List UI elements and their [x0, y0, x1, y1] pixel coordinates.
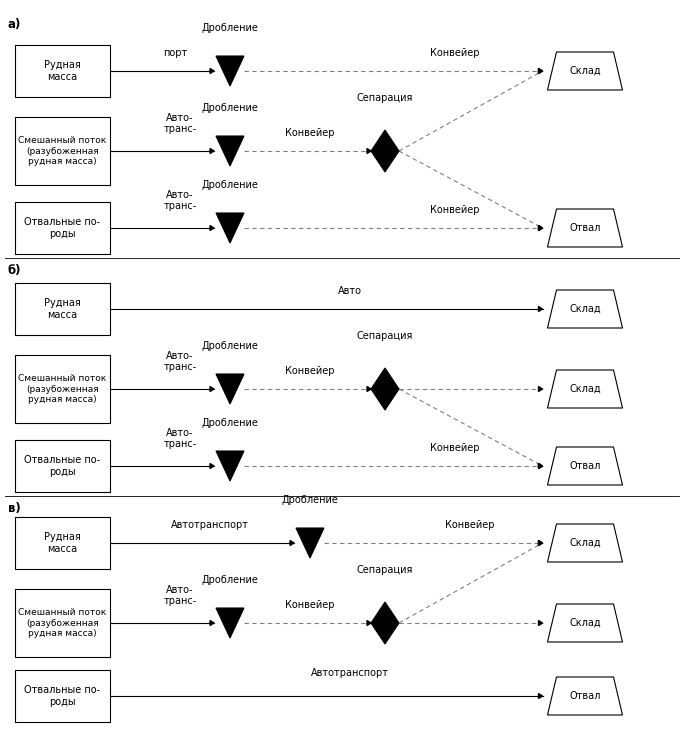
Text: Отвал: Отвал: [569, 691, 601, 701]
Text: Конвейер: Конвейер: [430, 443, 479, 453]
Text: Дробление: Дробление: [202, 103, 259, 113]
Polygon shape: [538, 68, 542, 74]
Text: Склад: Склад: [569, 66, 601, 76]
Polygon shape: [538, 540, 542, 545]
Text: Дробление: Дробление: [282, 495, 339, 505]
FancyBboxPatch shape: [15, 589, 110, 657]
Polygon shape: [547, 604, 622, 642]
FancyBboxPatch shape: [15, 670, 110, 722]
Text: Рудная
масса: Рудная масса: [44, 532, 81, 553]
Polygon shape: [210, 620, 214, 626]
Text: Сепарация: Сепарация: [357, 565, 413, 575]
FancyBboxPatch shape: [15, 440, 110, 492]
Text: Сепарация: Сепарация: [357, 93, 413, 103]
Text: Автотранспорт: Автотранспорт: [311, 668, 389, 678]
Polygon shape: [216, 608, 244, 638]
Text: Склад: Склад: [569, 618, 601, 628]
FancyBboxPatch shape: [15, 202, 110, 254]
Polygon shape: [538, 68, 542, 74]
Polygon shape: [538, 225, 542, 230]
Polygon shape: [367, 620, 371, 626]
Polygon shape: [538, 540, 542, 545]
Polygon shape: [216, 374, 244, 404]
Polygon shape: [538, 225, 542, 230]
Polygon shape: [538, 306, 542, 311]
Polygon shape: [538, 386, 542, 392]
Text: Дробление: Дробление: [202, 341, 259, 351]
Text: Дробление: Дробление: [202, 180, 259, 190]
Text: Отвальные по-
роды: Отвальные по- роды: [25, 685, 101, 707]
Text: Авто-
транс-: Авто- транс-: [163, 113, 196, 134]
Text: Рудная
масса: Рудная масса: [44, 298, 81, 320]
Polygon shape: [210, 386, 214, 392]
Polygon shape: [538, 693, 542, 698]
Polygon shape: [547, 290, 622, 328]
Text: Склад: Склад: [569, 384, 601, 394]
Polygon shape: [547, 447, 622, 485]
Polygon shape: [210, 68, 214, 74]
Text: Отвал: Отвал: [569, 223, 601, 233]
Polygon shape: [210, 225, 214, 230]
Text: Конвейер: Конвейер: [285, 600, 334, 610]
Polygon shape: [547, 370, 622, 408]
Polygon shape: [538, 464, 542, 469]
Text: Склад: Склад: [569, 304, 601, 314]
Text: а): а): [8, 18, 21, 31]
Polygon shape: [216, 136, 244, 166]
FancyBboxPatch shape: [15, 355, 110, 423]
Text: Отвальные по-
роды: Отвальные по- роды: [25, 455, 101, 477]
FancyBboxPatch shape: [15, 45, 110, 97]
Text: Дробление: Дробление: [202, 418, 259, 428]
Polygon shape: [367, 149, 371, 154]
Text: Сепарация: Сепарация: [357, 331, 413, 341]
Text: Отвальные по-
роды: Отвальные по- роды: [25, 217, 101, 238]
Polygon shape: [538, 620, 542, 626]
Text: Автотранспорт: Автотранспорт: [171, 520, 249, 530]
Text: Склад: Склад: [569, 538, 601, 548]
Text: Авто-
транс-: Авто- транс-: [163, 190, 196, 211]
Polygon shape: [210, 464, 214, 469]
Text: Авто-
транс-: Авто- транс-: [163, 351, 196, 372]
Text: Смешанный поток
(разубоженная
рудная масса): Смешанный поток (разубоженная рудная мас…: [18, 374, 107, 404]
Text: Смешанный поток
(разубоженная
рудная масса): Смешанный поток (разубоженная рудная мас…: [18, 136, 107, 166]
Polygon shape: [210, 149, 214, 154]
Text: б): б): [8, 264, 21, 277]
Polygon shape: [290, 540, 294, 545]
Text: Конвейер: Конвейер: [285, 128, 334, 138]
FancyBboxPatch shape: [15, 517, 110, 569]
Text: Авто: Авто: [338, 286, 362, 296]
Text: Конвейер: Конвейер: [430, 205, 479, 215]
Polygon shape: [216, 213, 244, 243]
Polygon shape: [547, 677, 622, 715]
Polygon shape: [296, 528, 324, 558]
FancyBboxPatch shape: [15, 117, 110, 185]
FancyBboxPatch shape: [15, 283, 110, 335]
Polygon shape: [371, 368, 399, 410]
Polygon shape: [371, 130, 399, 172]
Polygon shape: [547, 209, 622, 247]
Text: в): в): [8, 502, 21, 515]
Text: порт: порт: [163, 48, 187, 58]
Polygon shape: [547, 52, 622, 90]
Polygon shape: [216, 451, 244, 481]
Text: Дробление: Дробление: [202, 575, 259, 585]
Text: Отвал: Отвал: [569, 461, 601, 471]
Text: Смешанный поток
(разубоженная
рудная масса): Смешанный поток (разубоженная рудная мас…: [18, 608, 107, 638]
Text: Конвейер: Конвейер: [430, 48, 479, 58]
Text: Авто-
транс-: Авто- транс-: [163, 428, 196, 449]
Polygon shape: [216, 56, 244, 86]
Text: Конвейер: Конвейер: [285, 366, 334, 376]
Text: Конвейер: Конвейер: [445, 520, 495, 530]
Text: Рудная
масса: Рудная масса: [44, 60, 81, 82]
Text: Дробление: Дробление: [202, 23, 259, 33]
Text: Авто-
транс-: Авто- транс-: [163, 585, 196, 606]
Polygon shape: [367, 386, 371, 392]
Polygon shape: [547, 524, 622, 562]
Polygon shape: [538, 464, 542, 469]
Polygon shape: [371, 602, 399, 644]
